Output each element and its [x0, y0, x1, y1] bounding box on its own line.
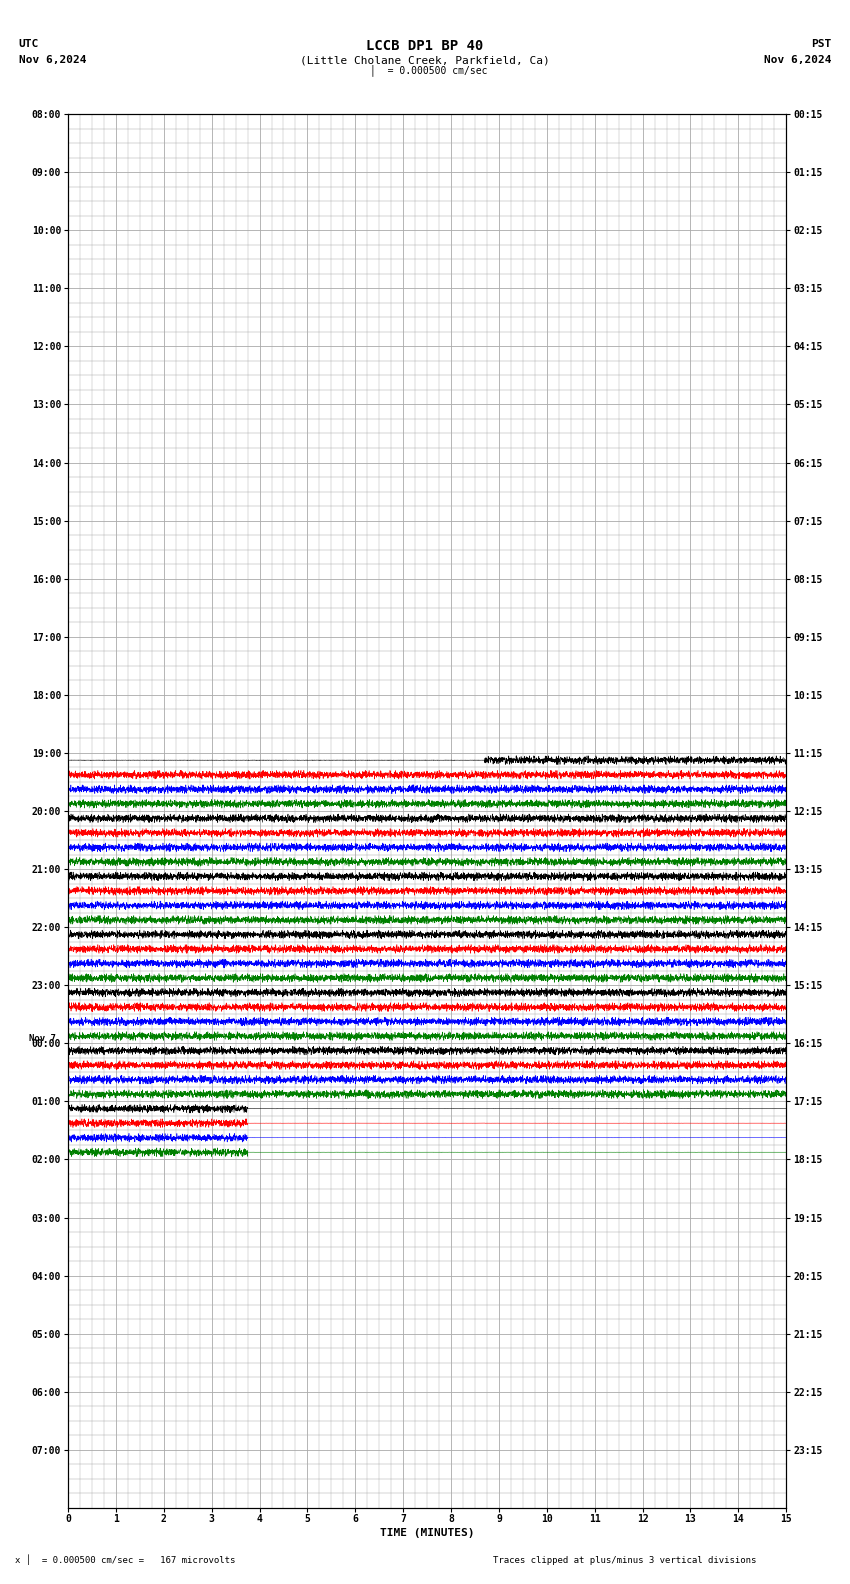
- Text: │  = 0.000500 cm/sec: │ = 0.000500 cm/sec: [370, 65, 487, 76]
- Text: Nov 6,2024: Nov 6,2024: [764, 55, 831, 65]
- Text: Traces clipped at plus/minus 3 vertical divisions: Traces clipped at plus/minus 3 vertical …: [493, 1555, 756, 1565]
- Text: LCCB DP1 BP 40: LCCB DP1 BP 40: [366, 38, 484, 52]
- Text: Nov 7: Nov 7: [29, 1034, 56, 1044]
- Text: x │  = 0.000500 cm/sec =   167 microvolts: x │ = 0.000500 cm/sec = 167 microvolts: [15, 1554, 235, 1565]
- Text: Nov 6,2024: Nov 6,2024: [19, 55, 86, 65]
- Text: (Little Cholane Creek, Parkfield, Ca): (Little Cholane Creek, Parkfield, Ca): [300, 55, 550, 65]
- Text: UTC: UTC: [19, 38, 39, 49]
- X-axis label: TIME (MINUTES): TIME (MINUTES): [380, 1527, 474, 1538]
- Text: PST: PST: [811, 38, 831, 49]
